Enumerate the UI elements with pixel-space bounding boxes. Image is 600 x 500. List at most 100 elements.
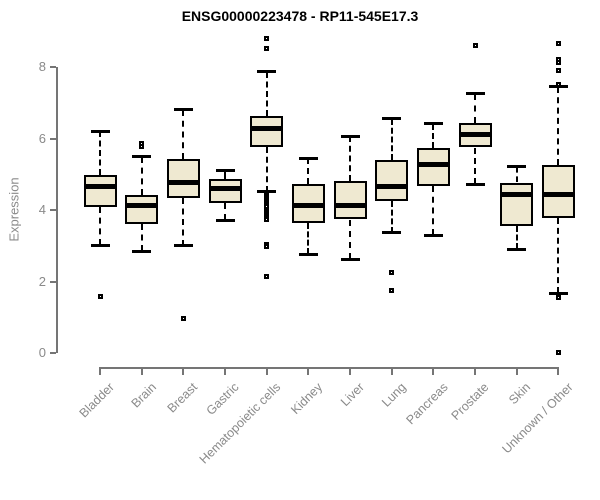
outlier-point (139, 143, 145, 149)
outlier-point (264, 45, 270, 51)
upper-whisker (474, 93, 476, 123)
x-tick-label: Bladder (76, 380, 117, 421)
y-tick-label: 0 (38, 345, 46, 361)
x-tick-label: Skin (506, 380, 534, 408)
x-axis-tick (307, 369, 310, 375)
lower-whisker (432, 186, 435, 236)
outlier-point (555, 59, 561, 65)
x-axis-tick (474, 369, 476, 375)
whisker-cap-top (548, 85, 568, 89)
outlier-point (555, 40, 561, 46)
y-axis-tick (50, 66, 56, 68)
upper-whisker (99, 131, 101, 175)
x-tick-label: Pancreas (402, 380, 451, 428)
box-liver (333, 180, 367, 220)
median-line (250, 126, 284, 132)
whisker-cap-top (90, 129, 110, 133)
whisker-cap-bottom (173, 244, 193, 248)
outlier-point (180, 316, 186, 322)
outlier-point (264, 36, 270, 42)
outlier-point (264, 217, 270, 223)
whisker-cap-bottom (382, 231, 402, 235)
lower-whisker (474, 147, 476, 185)
x-tick-label: Prostate (449, 380, 492, 423)
median-line (416, 161, 450, 167)
whisker-cap-top (382, 117, 402, 120)
outlier-point (555, 350, 561, 356)
outlier-point (555, 81, 561, 87)
whisker-cap-top (215, 168, 235, 172)
x-axis-tick (182, 369, 185, 375)
median-line (333, 203, 367, 209)
whisker-cap-top (298, 156, 318, 160)
y-tick-label: 2 (38, 273, 46, 289)
x-tick-label: Brain (128, 380, 159, 411)
upper-whisker (182, 109, 185, 159)
x-tick-label: Hematopoietic cells (197, 380, 284, 467)
x-axis-tick (557, 369, 560, 375)
y-tick-label: 6 (38, 130, 46, 146)
upper-whisker (224, 170, 226, 179)
outlier-point (97, 294, 103, 300)
lower-whisker (99, 206, 101, 246)
median-line (291, 202, 325, 208)
x-axis-tick (265, 369, 268, 375)
y-axis-tick (50, 209, 56, 212)
outlier-point (555, 295, 561, 301)
box-skin (500, 182, 534, 226)
median-line (375, 184, 409, 190)
x-axis-tick (99, 369, 101, 375)
whisker-cap-top (173, 108, 193, 112)
outlier-point (555, 67, 561, 73)
lower-whisker (557, 217, 560, 294)
median-line (541, 191, 575, 197)
box-bladder (83, 174, 117, 207)
y-axis-tick (50, 137, 56, 140)
y-tick-label: 4 (38, 202, 46, 218)
box-unknown-other (541, 165, 575, 218)
box-breast (166, 159, 200, 199)
whisker-cap-bottom (507, 247, 527, 251)
lower-whisker (307, 222, 310, 255)
y-axis-line (56, 67, 58, 354)
outlier-point (264, 244, 270, 250)
outlier-point (264, 274, 270, 280)
y-tick-label: 8 (38, 59, 46, 74)
upper-whisker (307, 158, 310, 185)
whisker-cap-top (465, 92, 485, 95)
x-axis-tick (349, 369, 351, 375)
upper-whisker (349, 136, 351, 181)
median-line (125, 203, 159, 209)
x-tick-label: Lung (379, 380, 409, 410)
lower-whisker (224, 202, 226, 221)
lower-whisker (390, 200, 393, 233)
y-axis-tick (50, 280, 56, 283)
lower-whisker (265, 146, 268, 192)
upper-whisker (265, 71, 268, 117)
upper-whisker (140, 156, 143, 196)
y-axis-tick (50, 352, 56, 355)
whisker-cap-top (423, 122, 443, 125)
x-axis-tick (515, 369, 518, 375)
chart-title: ENSG00000223478 - RP11-545E17.3 (181, 8, 419, 24)
upper-whisker (432, 123, 435, 148)
upper-whisker (390, 118, 393, 160)
outlier-point (389, 287, 395, 293)
box-hematopoietic-cells (250, 116, 284, 147)
median-line (166, 179, 200, 185)
median-line (458, 131, 492, 137)
upper-whisker (515, 166, 518, 183)
x-axis-tick (224, 369, 226, 375)
whisker-cap-top (340, 134, 360, 138)
box-pancreas (416, 147, 450, 187)
x-axis-tick (140, 369, 143, 375)
box-gastric (208, 179, 242, 203)
outlier-point (389, 269, 395, 275)
lower-whisker (349, 219, 351, 260)
median-line (500, 191, 534, 197)
median-line (208, 185, 242, 191)
lower-whisker (140, 224, 143, 252)
box-lung (375, 160, 409, 201)
whisker-cap-bottom (340, 257, 360, 261)
x-axis-line (99, 367, 560, 369)
